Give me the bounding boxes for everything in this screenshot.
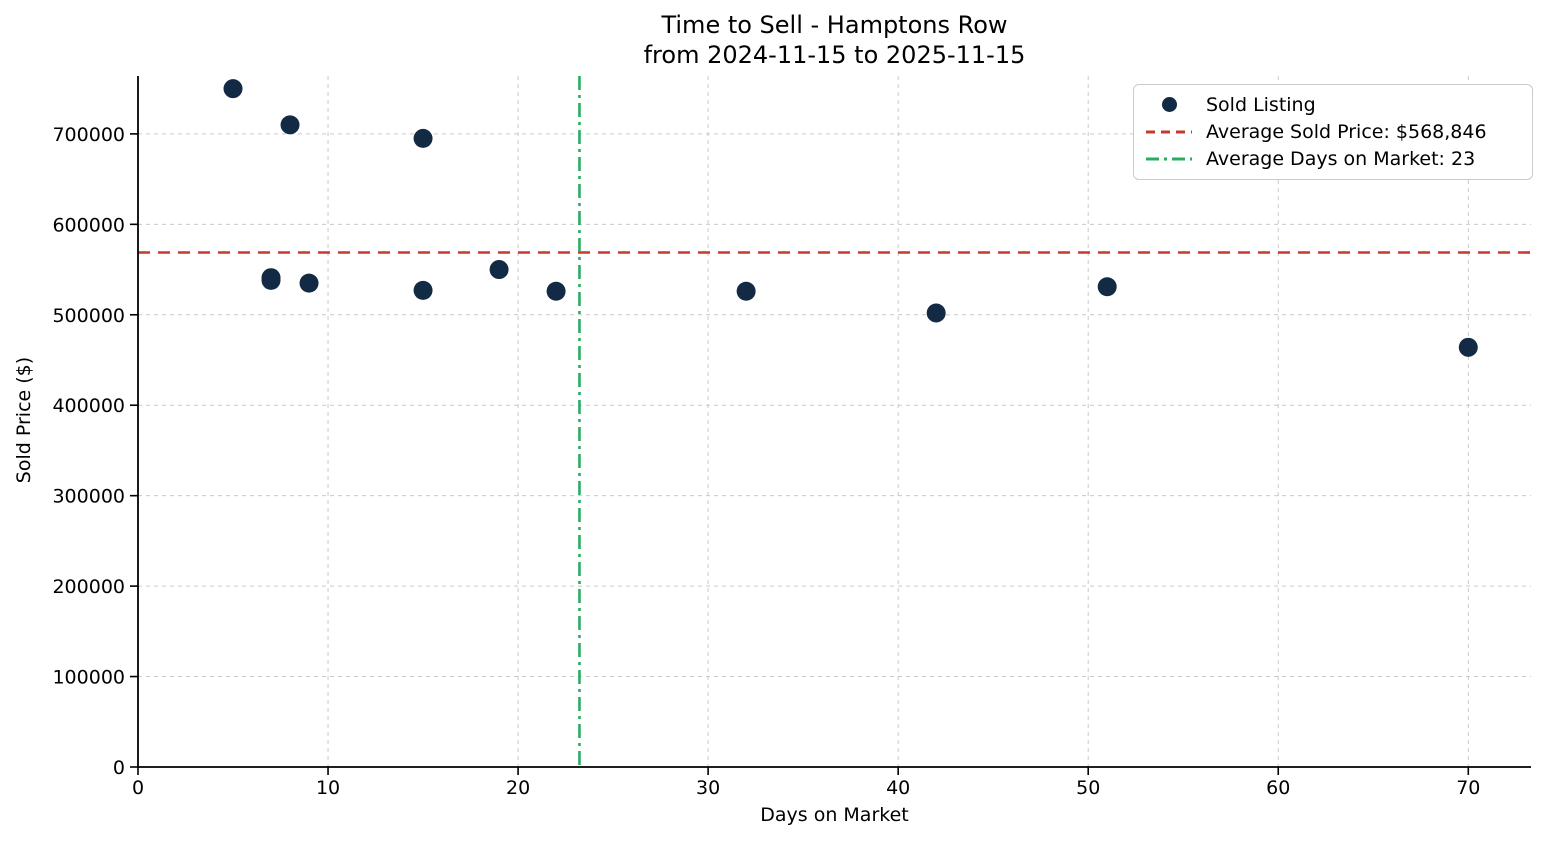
scatter-point: [261, 268, 281, 288]
scatter-point: [926, 303, 946, 323]
x-tick-label: 60: [1266, 777, 1290, 799]
chart-title-line2: from 2024-11-15 to 2025-11-15: [643, 41, 1026, 69]
scatter-point: [299, 273, 319, 293]
avg-days-dashdot-line-icon: [1144, 156, 1194, 162]
x-tick-label: 30: [696, 777, 720, 799]
x-tick-label: 50: [1076, 777, 1100, 799]
y-tick-label: 100000: [52, 667, 125, 689]
sold-listing-marker-icon: [1144, 97, 1194, 113]
x-axis-label: Days on Market: [760, 804, 909, 826]
y-tick-label: 400000: [52, 395, 125, 417]
scatter-point: [223, 79, 243, 99]
chart-title-line1: Time to Sell - Hamptons Row: [661, 11, 1008, 39]
scatter-point: [1097, 277, 1117, 297]
x-tick-label: 0: [132, 777, 144, 799]
scatter-dot-icon: [1161, 97, 1177, 113]
scatter-point: [280, 115, 300, 135]
legend-label-sold-listing: Sold Listing: [1206, 93, 1316, 116]
scatter-point: [546, 281, 566, 301]
scatter-point: [1458, 337, 1478, 357]
scatter-point: [413, 280, 433, 300]
chart-title: Time to Sell - Hamptons Row from 2024-11…: [138, 10, 1531, 70]
legend-item-avg-price: Average Sold Price: $568,846: [1134, 118, 1532, 145]
legend-label-avg-days: Average Days on Market: 23: [1206, 148, 1476, 171]
y-tick-label: 200000: [52, 576, 125, 598]
y-tick-label: 300000: [52, 486, 125, 508]
legend-label-avg-price: Average Sold Price: $568,846: [1206, 120, 1487, 143]
x-tick-label: 20: [506, 777, 530, 799]
x-tick-label: 40: [886, 777, 910, 799]
scatter-point: [413, 128, 433, 148]
y-tick-label: 700000: [52, 124, 125, 146]
y-tick-label: 500000: [52, 305, 125, 327]
scatter-point: [489, 260, 509, 280]
scatter-point: [736, 281, 756, 301]
x-tick-label: 10: [316, 777, 340, 799]
y-tick-label: 600000: [52, 214, 125, 236]
legend-item-avg-days: Average Days on Market: 23: [1134, 146, 1532, 173]
legend: Sold Listing Average Sold Price: $568,84…: [1133, 84, 1533, 180]
legend-item-sold-listing: Sold Listing: [1134, 91, 1532, 118]
x-tick-label: 70: [1456, 777, 1480, 799]
avg-price-dashed-line-icon: [1144, 129, 1194, 135]
y-tick-label: 0: [113, 757, 125, 779]
